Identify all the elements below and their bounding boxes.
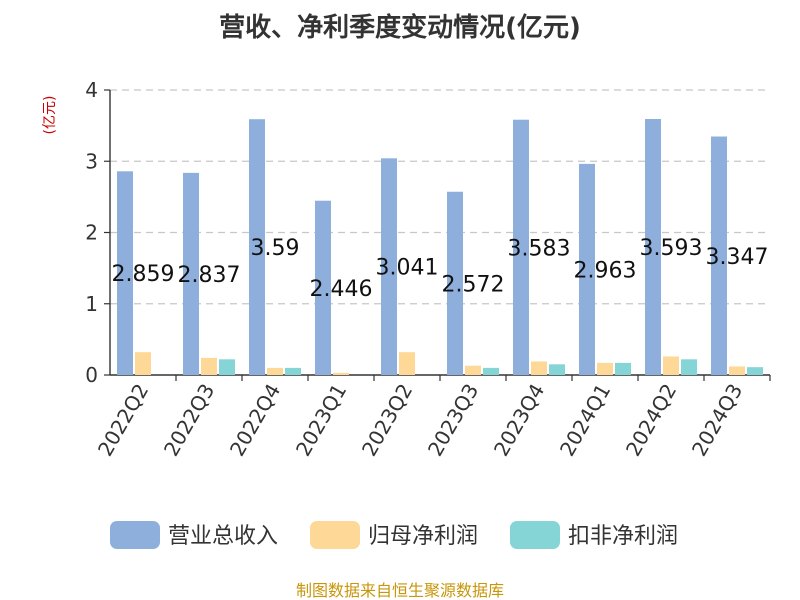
- bar-2023Q3-series-0: [447, 191, 463, 375]
- x-tick-label-2023Q3: 2023Q3: [423, 380, 483, 461]
- legend-label-1: 归母净利润: [368, 524, 478, 549]
- x-tick-label-2022Q3: 2022Q3: [159, 380, 219, 461]
- bar-2024Q2-series-0: [645, 118, 661, 375]
- data-label-2023Q4: 3.583: [508, 236, 571, 261]
- chart-title: 营收、净利季度变动情况(亿元): [219, 12, 581, 43]
- bar-2023Q3-series-2: [483, 367, 499, 375]
- legend-swatch-2: [510, 521, 560, 549]
- data-label-2023Q2: 3.041: [376, 256, 439, 281]
- bar-2024Q3-series-0: [711, 136, 727, 375]
- gridlines: [110, 89, 770, 305]
- bar-2024Q1-series-1: [597, 362, 613, 375]
- bar-2022Q4-series-2: [285, 367, 301, 375]
- bar-2024Q3-series-1: [729, 366, 745, 375]
- x-axis-ticks: 2022Q2 2022Q3 2022Q4 2023Q1 2023Q2 2023Q3 2023…: [93, 380, 747, 461]
- data-label-2022Q3: 2.837: [178, 263, 241, 288]
- bar-2023Q2-series-1: [399, 352, 415, 375]
- data-label-2024Q2: 3.593: [640, 236, 703, 261]
- bar-2022Q3-series-2: [219, 359, 235, 375]
- bar-2023Q4-series-2: [549, 364, 565, 375]
- bar-2022Q3-series-0: [183, 172, 199, 375]
- source-note: 制图数据来自恒生聚源数据库: [296, 581, 504, 600]
- y-tick-label: 4: [85, 78, 98, 102]
- bar-2022Q2-series-1: [135, 352, 151, 375]
- bar-2022Q4-series-0: [249, 119, 265, 376]
- bar-2023Q4-series-0: [513, 119, 529, 376]
- bar-2023Q3-series-1: [465, 365, 481, 375]
- legend-swatch-0: [110, 521, 160, 549]
- legend-swatch-1: [310, 521, 360, 549]
- bar-2024Q2-series-1: [663, 356, 679, 375]
- x-tick-label-2023Q1: 2023Q1: [291, 380, 351, 461]
- bar-2024Q1-series-0: [579, 163, 595, 375]
- legend-label-0: 营业总收入: [168, 524, 278, 549]
- bar-2022Q3-series-1: [201, 357, 217, 375]
- x-tick-label-2022Q4: 2022Q4: [225, 380, 285, 461]
- bar-2023Q1-series-1: [333, 372, 349, 375]
- x-tick-label-2024Q2: 2024Q2: [621, 380, 681, 461]
- bar-2022Q2-series-0: [117, 171, 133, 375]
- y-tick-label: 1: [85, 292, 98, 316]
- bar-2024Q2-series-2: [681, 359, 697, 375]
- x-tick-label-2024Q1: 2024Q1: [555, 380, 615, 461]
- x-tick-label-2023Q2: 2023Q2: [357, 380, 417, 461]
- y-tick-label: 0: [85, 363, 98, 387]
- data-label-2022Q2: 2.859: [112, 262, 175, 287]
- bar-2023Q1-series-0: [315, 200, 331, 375]
- y-axis-ticks: 0 1 2 3 4: [85, 78, 98, 387]
- y-tick-label: 2: [85, 221, 98, 245]
- data-labels: 2.859 2.8373.592.4463.0412.5723.5832.9633…: [112, 236, 769, 302]
- data-label-2024Q3: 3.347: [706, 245, 769, 270]
- legend-label-2: 扣非净利润: [568, 524, 678, 549]
- data-label-2023Q1: 2.446: [310, 277, 373, 302]
- bars: [117, 118, 763, 376]
- y-axis-unit-label: (亿元): [42, 96, 58, 135]
- bar-2023Q2-series-0: [381, 158, 397, 375]
- x-tick-label-2022Q2: 2022Q2: [93, 380, 153, 461]
- x-tick-label-2023Q4: 2023Q4: [489, 380, 549, 461]
- data-label-2023Q3: 2.572: [442, 272, 505, 297]
- legend: 营业总收入 归母净利润 扣非净利润: [110, 521, 678, 549]
- data-label-2024Q1: 2.963: [574, 258, 637, 283]
- x-tick-label-2024Q3: 2024Q3: [687, 380, 747, 461]
- bar-2023Q4-series-1: [531, 361, 547, 375]
- bar-2024Q3-series-2: [747, 367, 763, 375]
- data-label-2022Q4: 3.59: [251, 236, 300, 261]
- y-tick-label: 3: [85, 149, 98, 173]
- bar-2024Q1-series-2: [615, 362, 631, 375]
- bar-2022Q4-series-1: [267, 367, 283, 375]
